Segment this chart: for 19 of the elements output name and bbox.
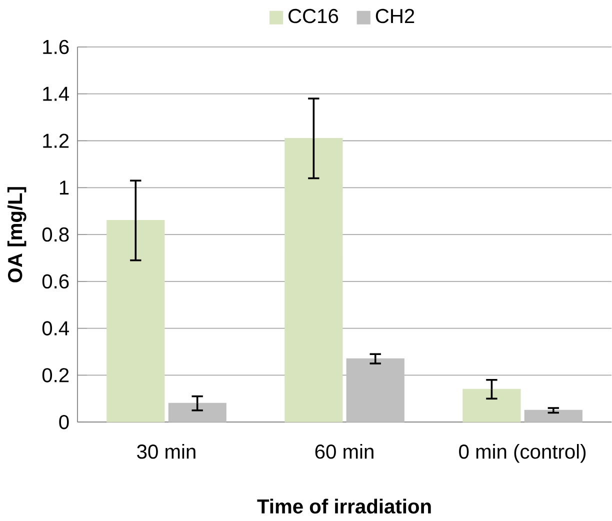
bar bbox=[346, 358, 404, 422]
bar bbox=[168, 402, 226, 422]
y-axis-title: OA [mg/L] bbox=[7, 187, 26, 282]
y-tick-label: 1.4 bbox=[43, 86, 69, 101]
y-tick-label: 0.2 bbox=[42, 368, 69, 382]
x-tick-label: 60 min bbox=[315, 444, 374, 459]
y-tick-label: 1 bbox=[60, 180, 69, 195]
legend-label: CH2 bbox=[376, 8, 414, 24]
y-tick-label: 1.6 bbox=[43, 40, 69, 54]
y-tick-label: 0 bbox=[59, 414, 69, 430]
y-tick-label: 0.4 bbox=[42, 321, 69, 336]
y-tick-label: 1.2 bbox=[43, 134, 69, 148]
bar bbox=[524, 410, 582, 422]
y-tick-label: 0.6 bbox=[42, 274, 69, 289]
x-tick-label: 30 min bbox=[137, 444, 196, 459]
x-axis-title: Time of irradiation bbox=[257, 498, 431, 514]
legend-label: CC16 bbox=[288, 8, 338, 24]
x-tick-label: 0 min (control) bbox=[459, 444, 586, 463]
y-tick-label: 0.8 bbox=[42, 227, 69, 242]
